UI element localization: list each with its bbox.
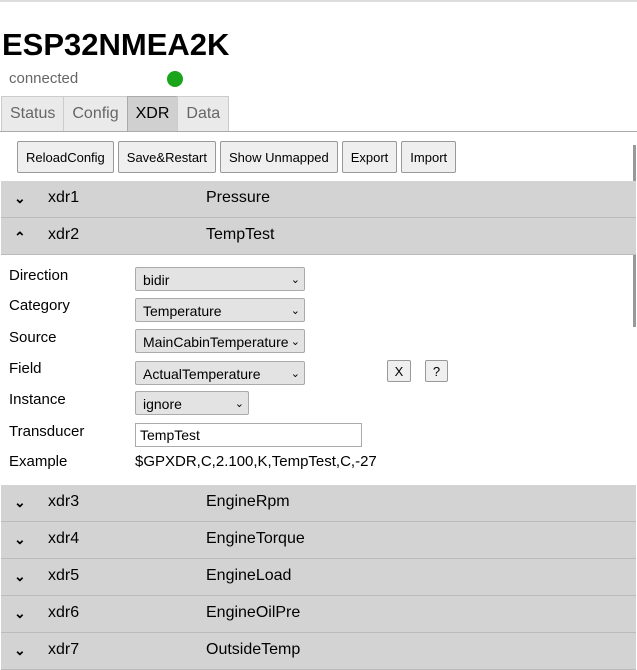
- chevron-down-icon: ⌄: [288, 330, 300, 352]
- clear-button[interactable]: X: [387, 360, 411, 382]
- xdr-row[interactable]: ⌄ xdr7 OutsideTemp: [1, 633, 636, 670]
- xdr-row[interactable]: ⌄ xdr4 EngineTorque: [1, 522, 636, 559]
- chevron-down-icon[interactable]: ⌄: [14, 642, 26, 658]
- field-select[interactable]: ActualTemperature ⌄: [135, 361, 305, 385]
- xdr-row[interactable]: ⌄ xdr6 EngineOilPre: [1, 596, 636, 633]
- direction-select[interactable]: bidir ⌄: [135, 267, 305, 291]
- source-label: Source: [9, 329, 57, 346]
- export-button[interactable]: Export: [341, 141, 398, 173]
- page-title: ESP32NMEA2K: [2, 27, 230, 62]
- help-button[interactable]: ?: [425, 360, 448, 382]
- tab-divider: [0, 131, 637, 132]
- top-border: [0, 0, 637, 2]
- save-restart-button[interactable]: Save&Restart: [117, 141, 216, 173]
- tab-data[interactable]: Data: [177, 96, 230, 132]
- source-select[interactable]: MainCabinTemperature ⌄: [135, 329, 305, 353]
- reload-config-button[interactable]: ReloadConfig: [17, 141, 114, 173]
- toolbar: ReloadConfig Save&Restart Show Unmapped …: [17, 141, 457, 173]
- xdr-name: EngineLoad: [206, 567, 292, 584]
- xdr-id: xdr4: [48, 530, 80, 547]
- xdr-id: xdr2: [48, 226, 80, 243]
- xdr-row[interactable]: ⌄ xdr3 EngineRpm: [1, 485, 636, 522]
- xdr-name: EngineRpm: [206, 493, 290, 510]
- xdr-name: EngineTorque: [206, 530, 305, 547]
- chevron-down-icon: ⌄: [232, 392, 244, 414]
- chevron-down-icon: ⌄: [288, 268, 300, 290]
- xdr-id: xdr6: [48, 604, 80, 621]
- tab-status[interactable]: Status: [1, 96, 65, 132]
- xdr-name: OutsideTemp: [206, 641, 301, 658]
- xdr-name: Pressure: [206, 189, 271, 206]
- connection-indicator: [167, 71, 183, 87]
- chevron-up-icon[interactable]: ⌃: [14, 229, 26, 245]
- category-select[interactable]: Temperature ⌄: [135, 298, 305, 322]
- field-label: Field: [9, 360, 42, 377]
- instance-select[interactable]: ignore ⌄: [135, 391, 249, 415]
- chevron-down-icon[interactable]: ⌄: [14, 605, 26, 621]
- connection-status: connected: [9, 70, 79, 87]
- chevron-down-icon[interactable]: ⌄: [14, 568, 26, 584]
- xdr-row[interactable]: ⌄ xdr1 Pressure: [1, 181, 636, 218]
- transducer-input[interactable]: [135, 423, 362, 447]
- import-button[interactable]: Import: [401, 141, 457, 173]
- chevron-down-icon: ⌄: [288, 362, 300, 384]
- xdr-id: xdr1: [48, 189, 80, 206]
- example-label: Example: [9, 453, 68, 470]
- xdr-name: EngineOilPre: [206, 604, 301, 621]
- tab-xdr[interactable]: XDR: [126, 96, 179, 132]
- xdr-id: xdr3: [48, 493, 80, 510]
- show-unmapped-button[interactable]: Show Unmapped: [219, 141, 338, 173]
- xdr-name: TempTest: [206, 226, 275, 243]
- direction-label: Direction: [9, 267, 69, 284]
- xdr-id: xdr7: [48, 641, 80, 658]
- chevron-down-icon[interactable]: ⌄: [14, 494, 26, 510]
- xdr-row[interactable]: ⌄ xdr5 EngineLoad: [1, 559, 636, 596]
- example-value: $GPXDR,C,2.100,K,TempTest,C,-27: [135, 453, 377, 470]
- chevron-down-icon[interactable]: ⌄: [14, 531, 26, 547]
- tab-config[interactable]: Config: [63, 96, 128, 132]
- chevron-down-icon[interactable]: ⌄: [14, 190, 26, 206]
- chevron-down-icon: ⌄: [288, 299, 300, 321]
- transducer-label: Transducer: [9, 423, 85, 440]
- instance-label: Instance: [9, 391, 66, 408]
- tab-bar: Status Config XDR Data: [1, 96, 230, 132]
- category-label: Category: [9, 297, 70, 314]
- xdr-id: xdr5: [48, 567, 80, 584]
- xdr-row[interactable]: ⌃ xdr2 TempTest: [1, 218, 636, 255]
